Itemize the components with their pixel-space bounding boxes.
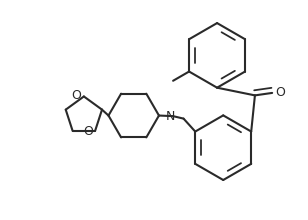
Text: N: N [165,110,175,123]
Text: O: O [276,86,286,99]
Text: O: O [84,125,94,138]
Text: O: O [71,89,81,102]
